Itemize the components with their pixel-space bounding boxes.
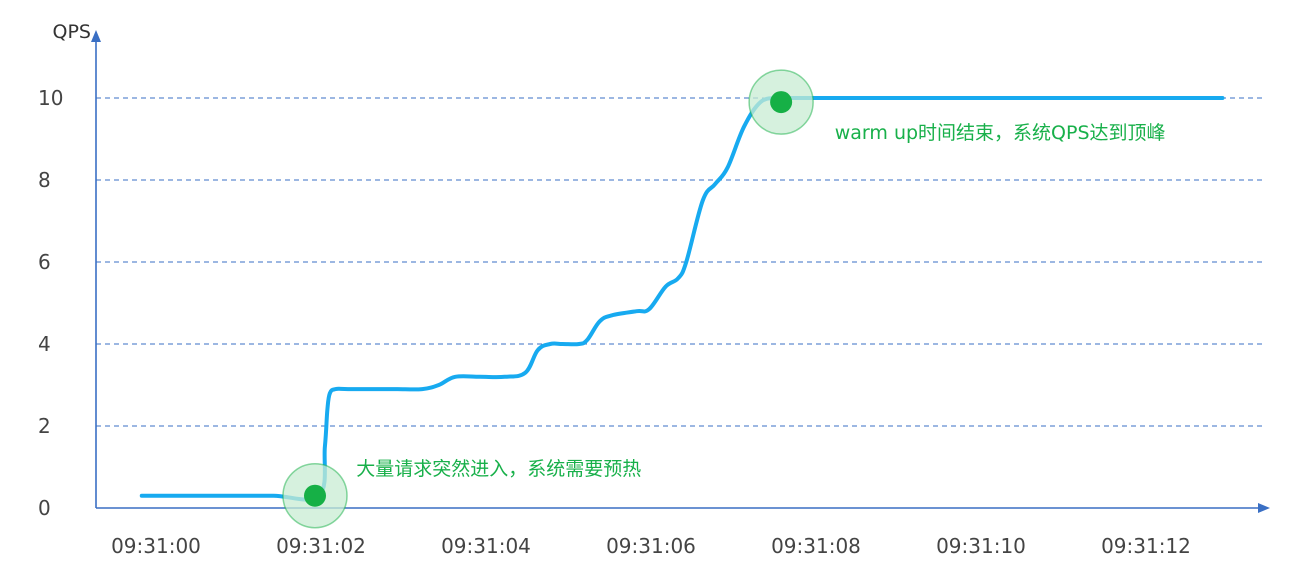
annotation-text: warm up时间结束，系统QPS达到顶峰 [835, 122, 1166, 144]
x-tick-label: 09:31:08 [771, 534, 861, 558]
x-axis-arrow [1258, 503, 1270, 513]
x-tick-label: 09:31:04 [441, 534, 531, 558]
x-tick-label: 09:31:12 [1101, 534, 1191, 558]
y-tick-label: 6 [38, 250, 51, 274]
series-line-0 [139, 95, 792, 502]
y-tick-label: 2 [38, 414, 51, 438]
y-tick-label: 0 [38, 496, 51, 520]
y-tick-label: 8 [38, 168, 51, 192]
x-tick-label: 09:31:10 [936, 534, 1026, 558]
y-axis-arrow [91, 30, 101, 42]
y-tick-label: 4 [38, 332, 51, 356]
y-tick-label: 10 [38, 86, 63, 110]
marker-point [304, 484, 326, 507]
marker-point [770, 91, 793, 114]
x-tick-label: 09:31:02 [276, 534, 366, 558]
x-tick-label: 09:31:06 [606, 534, 696, 558]
y-axis-title: QPS [53, 21, 91, 43]
x-tick-label: 09:31:00 [111, 534, 201, 558]
annotation-text: 大量请求突然进入，系统需要预热 [356, 458, 641, 480]
